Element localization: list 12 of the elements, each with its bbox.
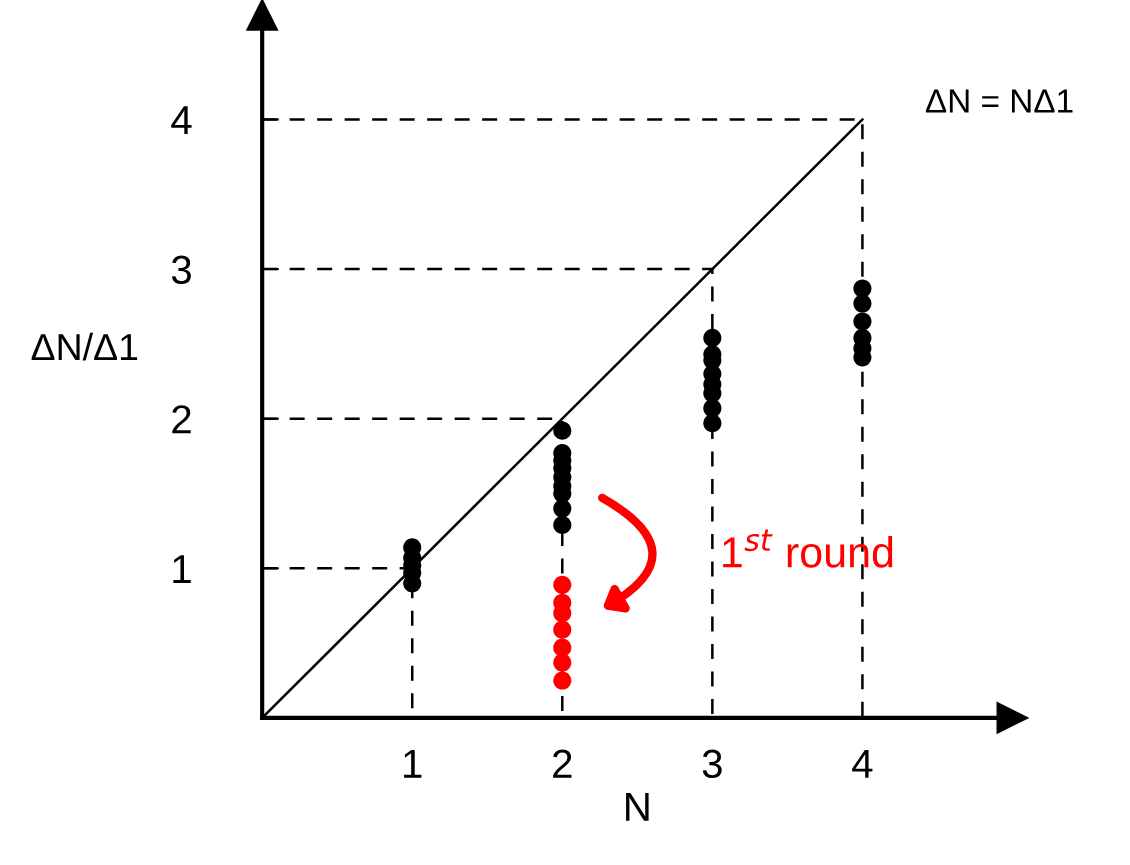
y-tick-label: 1: [173, 555, 191, 583]
y-axis-title: ΔN/Δ1: [31, 332, 138, 361]
annotation: ΔN = NΔ1: [925, 89, 1073, 113]
x-tick-label: 1: [404, 749, 422, 778]
annotation: 1$^{st}$ round: [723, 529, 893, 568]
x-axis-title: N: [626, 793, 649, 821]
y-tick-label: 4: [171, 106, 192, 135]
x-tick-label: 4: [852, 749, 873, 778]
x-tick-label: 2: [553, 749, 572, 778]
y-tick-label: 2: [172, 405, 191, 434]
y-tick-label: 3: [171, 255, 191, 285]
x-tick-label: 3: [702, 749, 722, 779]
